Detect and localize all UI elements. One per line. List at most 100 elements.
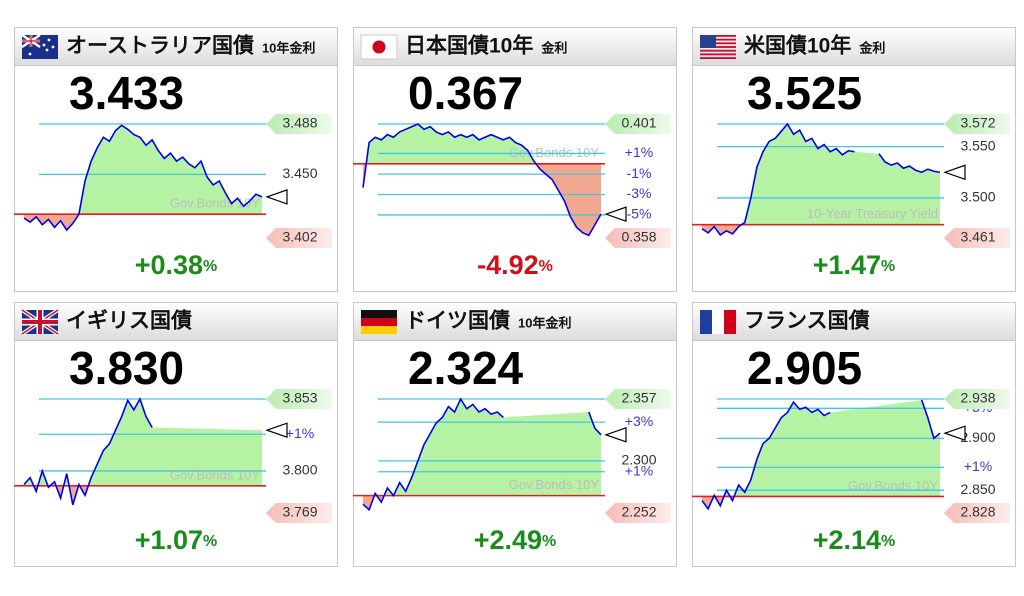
- low-box: [266, 228, 332, 248]
- chart-title: イギリス国債: [66, 310, 192, 333]
- flag: [360, 34, 398, 60]
- y-tick-label: +1%: [286, 425, 314, 441]
- y-tick-label: +1%: [625, 144, 653, 160]
- watermark: Gov.Bonds 10Y: [509, 145, 599, 160]
- area-down: [24, 214, 262, 231]
- panel: 日本国債10年 金利 0.367 Gov.Bonds 10Y 0.358 -5% -3% -1…: [353, 27, 677, 292]
- flag: [700, 46, 736, 48]
- low-box: [266, 503, 332, 523]
- change: +0.38%: [135, 250, 218, 280]
- change: +1.07%: [135, 525, 218, 555]
- flag: [47, 38, 51, 42]
- price-line: [362, 123, 602, 237]
- flag: [700, 53, 736, 56]
- chart-title: ドイツ国債: [405, 310, 510, 333]
- flag: [20, 308, 60, 336]
- area-up: [24, 399, 262, 486]
- area-up: [741, 124, 940, 225]
- flag: [712, 310, 724, 334]
- y-tick-label: -5%: [627, 206, 652, 222]
- change: +1.47%: [813, 250, 896, 280]
- change-value: +1.07: [135, 525, 203, 555]
- high-label: 0.401: [621, 115, 656, 131]
- low-label: 3.461: [960, 229, 995, 245]
- price-line: [23, 124, 263, 232]
- change: +2.14%: [813, 525, 896, 555]
- flag: [700, 310, 736, 334]
- title-bar: [692, 27, 1016, 66]
- flag: [361, 310, 397, 318]
- low-label: 0.358: [621, 229, 656, 245]
- change-value: +2.49: [474, 525, 542, 555]
- y-tick-label: 3.450: [282, 165, 317, 181]
- flag: [22, 310, 58, 334]
- change: +2.49%: [474, 525, 557, 555]
- low-box: [944, 503, 1010, 523]
- high-box: [605, 389, 671, 409]
- flag: [700, 49, 736, 52]
- chart-subtitle: 金利: [540, 40, 567, 55]
- last-marker: [604, 206, 627, 222]
- flag: [700, 35, 716, 48]
- change-value: +2.14: [813, 525, 881, 555]
- high-box: [944, 114, 1010, 134]
- last-value: 0.367: [408, 67, 523, 119]
- chart-title: フランス国債: [744, 310, 870, 333]
- high-box: [266, 114, 332, 134]
- chart-title: 日本国債10年: [405, 34, 533, 58]
- flag: [700, 57, 736, 59]
- title-bar: [353, 302, 677, 341]
- panel: イギリス国債 3.830 Gov.Bonds 10Y 3.769 3.800 +1% 3.8…: [14, 302, 338, 567]
- high-box: [944, 389, 1010, 409]
- watermark: Gov.Bonds 10Y: [170, 467, 260, 482]
- flag: [372, 40, 386, 54]
- price-line: [701, 399, 941, 511]
- flag: [42, 43, 46, 47]
- chart-title: 米国債10年: [744, 34, 851, 58]
- y-tick-label: 2.900: [960, 429, 995, 445]
- flag: [22, 35, 40, 47]
- high-label: 2.938: [960, 390, 995, 406]
- title-bar: [353, 27, 677, 66]
- last-value: 3.525: [747, 67, 862, 119]
- flag: [361, 310, 397, 334]
- flag: [361, 318, 397, 326]
- low-label: 3.402: [282, 229, 317, 245]
- chart-subtitle: 10年金利: [518, 315, 571, 330]
- flag: [700, 35, 736, 59]
- watermark: Gov.Bonds 10Y: [509, 477, 599, 492]
- change-value: +1.47: [813, 250, 881, 280]
- flag: [45, 48, 49, 52]
- y-tick-label: 3.550: [960, 137, 995, 153]
- watermark: Gov.Bonds 10Y: [848, 478, 938, 493]
- change-unit: %: [203, 258, 217, 275]
- high-label: 3.572: [960, 115, 995, 131]
- last-value: 2.324: [408, 342, 524, 394]
- y-tick-label: -3%: [627, 185, 652, 201]
- y-tick-label: +3%: [625, 413, 653, 429]
- last-marker: [943, 164, 966, 181]
- last-marker: [604, 426, 627, 443]
- price-line: [362, 397, 602, 512]
- title-bar: [14, 27, 338, 66]
- last-value: 2.905: [747, 342, 862, 394]
- change-unit: %: [881, 533, 895, 550]
- change-unit: %: [542, 533, 556, 550]
- area-up: [702, 400, 940, 497]
- area-down: [702, 224, 940, 235]
- price-line: [701, 122, 941, 237]
- area-down: [363, 163, 601, 236]
- change-unit: %: [539, 258, 553, 275]
- area-down: [702, 496, 735, 509]
- last-marker: [943, 425, 966, 442]
- watermark: 10-Year Treasury Yield: [807, 206, 938, 221]
- flag: [700, 35, 736, 37]
- title-bar: [14, 302, 338, 341]
- y-tick-label: 3.800: [282, 462, 317, 478]
- flag: [700, 38, 736, 41]
- flag: [724, 310, 736, 334]
- low-box: [605, 228, 671, 248]
- high-label: 3.488: [282, 115, 317, 131]
- panel: ドイツ国債 10年金利 2.324 Gov.Bonds 10Y 2.252 +1%2.30…: [353, 302, 677, 567]
